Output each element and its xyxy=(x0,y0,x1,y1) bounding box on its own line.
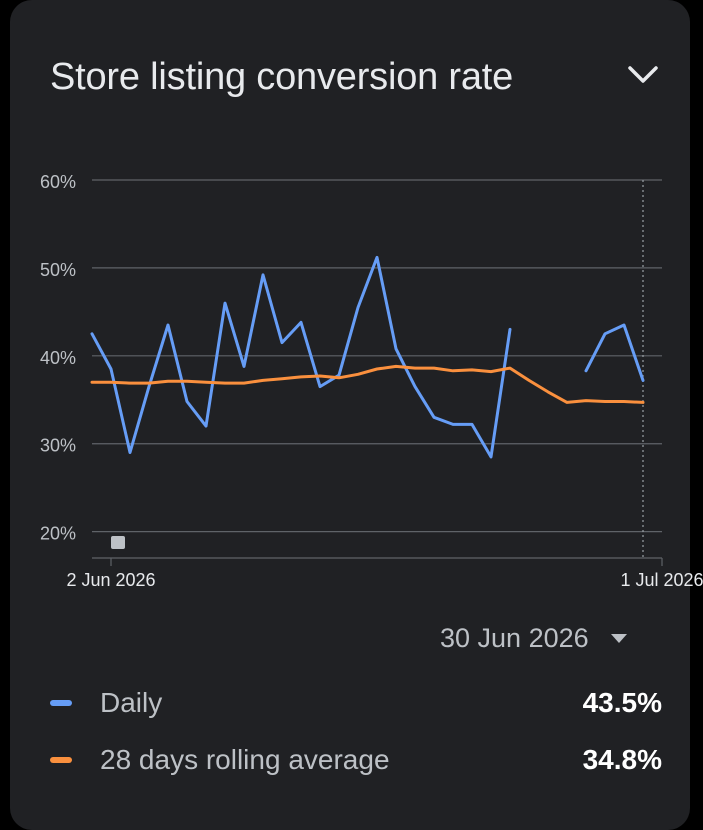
card-title: Store listing conversion rate xyxy=(50,56,514,98)
date-selector[interactable]: 30 Jun 2026 xyxy=(440,618,627,658)
date-selector-label[interactable]: 30 Jun 2026 xyxy=(440,622,589,653)
x-tick-label: 2 Jun 2026 xyxy=(66,570,155,590)
chart-card: Store listing conversion rate xyxy=(10,0,690,830)
y-tick-label: 50% xyxy=(40,260,76,280)
event-marker xyxy=(111,536,125,549)
legend-value-daily: 43.5% xyxy=(582,687,662,718)
daily-swatch xyxy=(50,700,72,706)
y-tick-label: 30% xyxy=(40,436,76,456)
legend-label-rolling-average: 28 days rolling average xyxy=(100,744,390,775)
y-tick-label: 60% xyxy=(40,172,76,192)
y-tick-label: 40% xyxy=(40,348,76,368)
x-tick-label: 1 Jul 2026 xyxy=(620,570,703,590)
dropdown-triangle-icon[interactable] xyxy=(610,633,627,643)
legend-label-daily: Daily xyxy=(100,687,163,718)
conversion-rate-chart[interactable]: 60% 50% 40% 30% 20% 2 Jun 2026 1 Jul 2026 xyxy=(0,0,703,600)
rolling-average-line-segment xyxy=(90,364,645,404)
rolling-average-swatch xyxy=(50,757,72,763)
legend-value-rolling-average: 34.8% xyxy=(582,744,662,775)
legend-item-rolling-average: 28 days rolling average 34.8% xyxy=(50,740,662,780)
daily-line-segment xyxy=(584,323,645,382)
chevron-down-icon[interactable] xyxy=(622,60,664,92)
y-tick-label: 20% xyxy=(40,524,76,544)
legend-item-daily: Daily 43.5% xyxy=(50,683,662,723)
daily-line-segment xyxy=(90,255,512,459)
